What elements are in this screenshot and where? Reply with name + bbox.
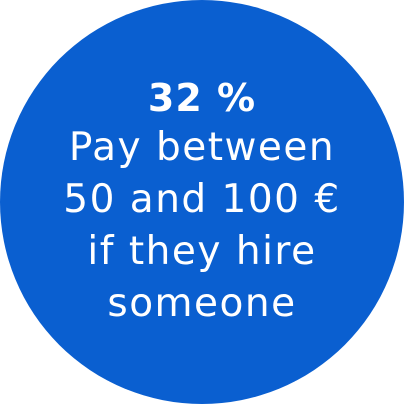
stat-percentage: 32 % (147, 76, 257, 120)
stat-text-block: 32 % Pay between 50 and 100 € if they hi… (0, 74, 404, 330)
description-line-1: Pay between (68, 125, 336, 170)
description-line-2: 50 and 100 € (63, 177, 341, 222)
description-line-3: if they hire (87, 229, 317, 274)
description-line-4: someone (107, 281, 297, 326)
